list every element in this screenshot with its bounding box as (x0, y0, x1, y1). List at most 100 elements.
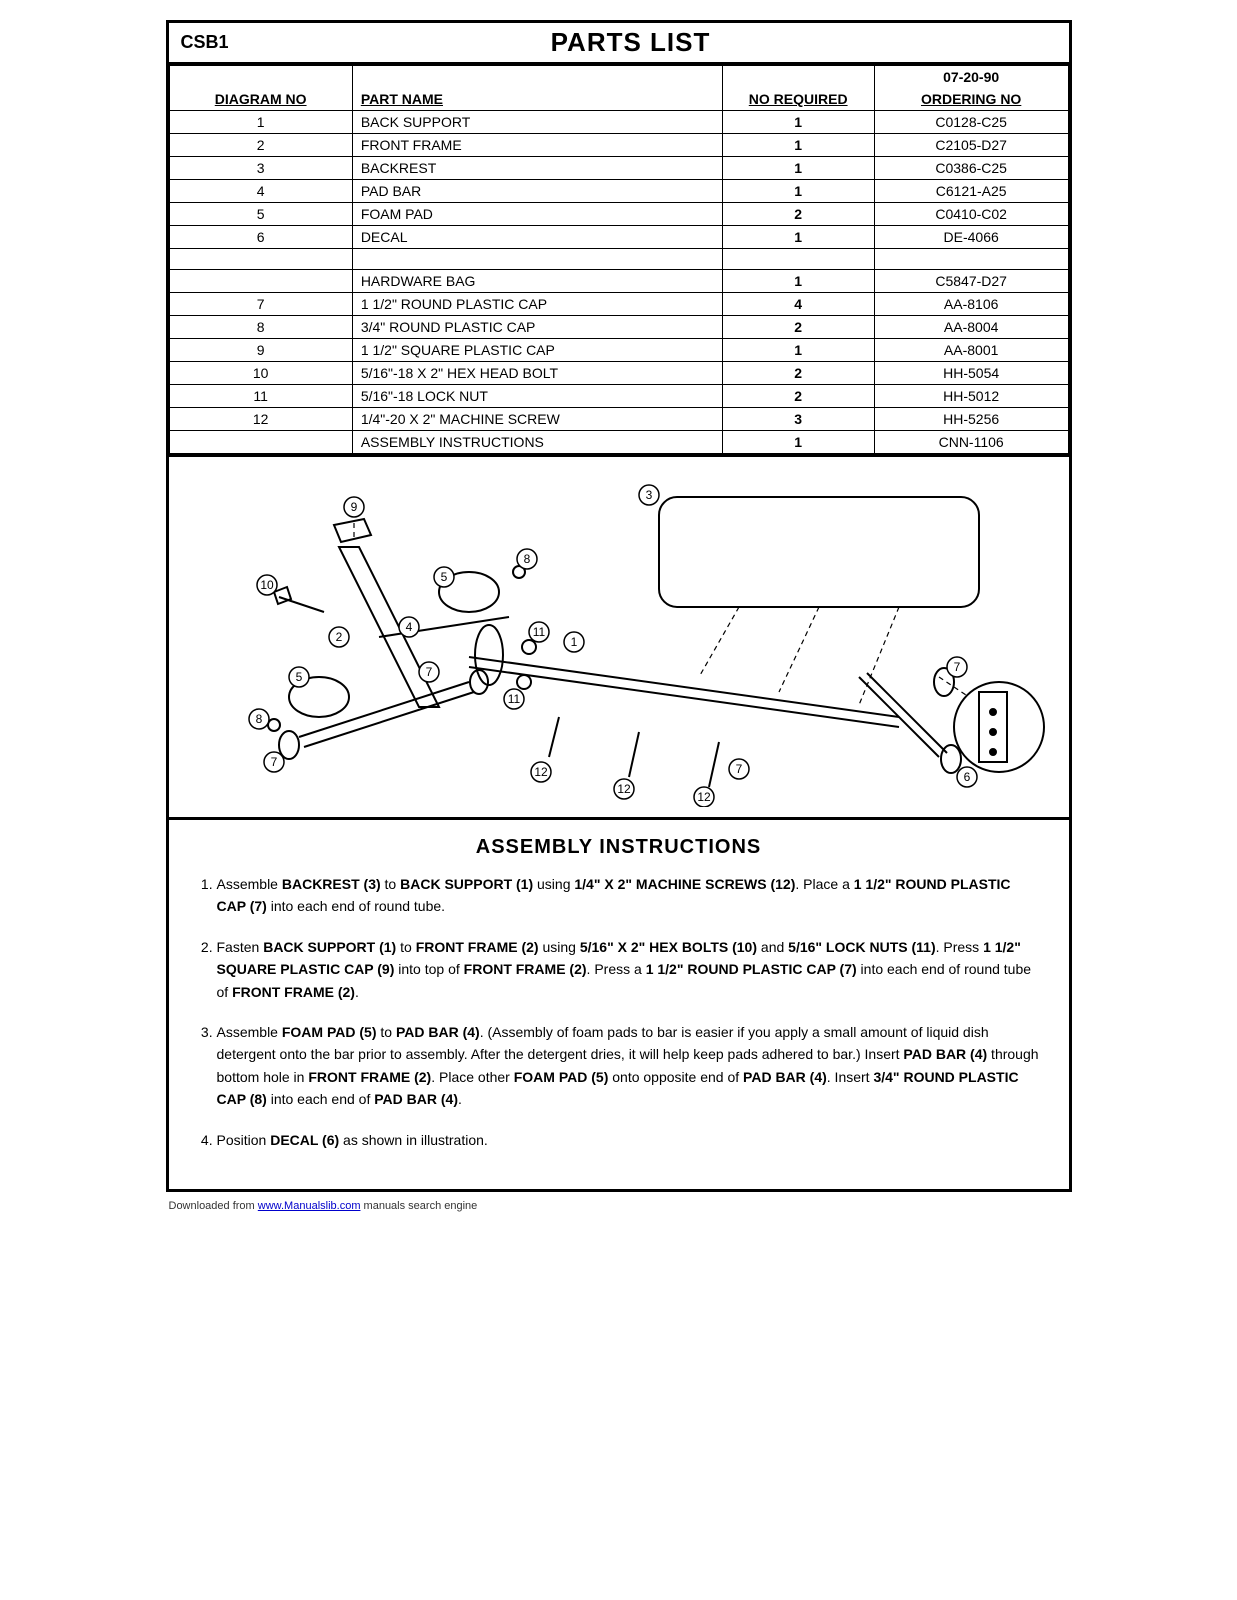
cell: 8 (169, 316, 352, 339)
footer-link[interactable]: www.Manualslib.com (258, 1200, 361, 1212)
table-row: 6DECAL1DE-4066 (169, 226, 1068, 249)
cell: ASSEMBLY INSTRUCTIONS (352, 431, 722, 454)
table-row: ASSEMBLY INSTRUCTIONS1CNN-1106 (169, 431, 1068, 454)
cell (874, 249, 1068, 270)
cell: DE-4066 (874, 226, 1068, 249)
cell (169, 249, 352, 270)
cell: BACKREST (352, 157, 722, 180)
table-row: 1BACK SUPPORT1C0128-C25 (169, 111, 1068, 134)
cell: 1/4"-20 X 2" MACHINE SCREW (352, 408, 722, 431)
col-ordering-no: ORDERING NO (874, 88, 1068, 111)
cell: 9 (169, 339, 352, 362)
cell: 1 (722, 157, 874, 180)
table-row: 71 1/2" ROUND PLASTIC CAP4AA-8106 (169, 293, 1068, 316)
cell: HH-5054 (874, 362, 1068, 385)
svg-text:6: 6 (963, 770, 970, 784)
table-row: HARDWARE BAG1C5847-D27 (169, 270, 1068, 293)
cell: C0386-C25 (874, 157, 1068, 180)
cell: C0410-C02 (874, 203, 1068, 226)
svg-text:10: 10 (260, 578, 274, 592)
cell: 7 (169, 293, 352, 316)
parts-table: DIAGRAM NO PART NAME NO REQUIRED 07-20-9… (169, 65, 1069, 454)
cell: 1 (169, 111, 352, 134)
cell: 1 (722, 134, 874, 157)
svg-text:1: 1 (570, 635, 577, 649)
svg-text:11: 11 (532, 625, 545, 639)
cell (352, 249, 722, 270)
cell: 3/4" ROUND PLASTIC CAP (352, 316, 722, 339)
cell: AA-8001 (874, 339, 1068, 362)
cell: 4 (169, 180, 352, 203)
footer-suffix: manuals search engine (360, 1200, 477, 1212)
cell: 10 (169, 362, 352, 385)
cell: C0128-C25 (874, 111, 1068, 134)
svg-text:8: 8 (523, 552, 530, 566)
cell: 12 (169, 408, 352, 431)
cell: FOAM PAD (352, 203, 722, 226)
header-date: 07-20-90 (874, 66, 1068, 89)
svg-text:9: 9 (350, 500, 357, 514)
page-title: PARTS LIST (373, 23, 889, 62)
cell: 1 (722, 180, 874, 203)
cell: CNN-1106 (874, 431, 1068, 454)
table-row: 91 1/2" SQUARE PLASTIC CAP1AA-8001 (169, 339, 1068, 362)
cell (169, 270, 352, 293)
instructions-section: ASSEMBLY INSTRUCTIONS Assemble BACKREST … (169, 820, 1069, 1189)
cell: PAD BAR (352, 180, 722, 203)
svg-text:12: 12 (697, 790, 711, 804)
svg-text:3: 3 (645, 488, 652, 502)
cell: 1 (722, 339, 874, 362)
cell: 1 1/2" ROUND PLASTIC CAP (352, 293, 722, 316)
cell: 2 (169, 134, 352, 157)
table-row: 4PAD BAR1C6121-A25 (169, 180, 1068, 203)
svg-text:12: 12 (534, 765, 548, 779)
table-row: 121/4"-20 X 2" MACHINE SCREW3HH-5256 (169, 408, 1068, 431)
cell: 1 (722, 226, 874, 249)
cell (169, 431, 352, 454)
cell: 3 (169, 157, 352, 180)
cell: 1 (722, 431, 874, 454)
cell: 2 (722, 385, 874, 408)
footer: Downloaded from www.Manualslib.com manua… (169, 1200, 1069, 1212)
cell (722, 249, 874, 270)
table-row: 83/4" ROUND PLASTIC CAP2AA-8004 (169, 316, 1068, 339)
cell: AA-8106 (874, 293, 1068, 316)
table-row: 2FRONT FRAME1C2105-D27 (169, 134, 1068, 157)
col-part-name: PART NAME (352, 66, 722, 111)
instruction-step: Assemble FOAM PAD (5) to PAD BAR (4). (A… (217, 1021, 1041, 1111)
exploded-diagram: 98351042111571187121212776 (169, 454, 1069, 820)
svg-text:7: 7 (735, 762, 742, 776)
table-row (169, 249, 1068, 270)
table-row: 3BACKREST1C0386-C25 (169, 157, 1068, 180)
cell: HARDWARE BAG (352, 270, 722, 293)
instruction-step: Fasten BACK SUPPORT (1) to FRONT FRAME (… (217, 936, 1041, 1003)
svg-text:5: 5 (440, 570, 447, 584)
svg-text:7: 7 (270, 755, 277, 769)
svg-text:4: 4 (405, 620, 412, 634)
cell: 2 (722, 203, 874, 226)
cell: BACK SUPPORT (352, 111, 722, 134)
cell: C5847-D27 (874, 270, 1068, 293)
cell: AA-8004 (874, 316, 1068, 339)
instruction-step: Position DECAL (6) as shown in illustrat… (217, 1129, 1041, 1151)
instruction-step: Assemble BACKREST (3) to BACK SUPPORT (1… (217, 873, 1041, 918)
cell: DECAL (352, 226, 722, 249)
cell: 11 (169, 385, 352, 408)
cell: 2 (722, 362, 874, 385)
svg-text:12: 12 (617, 782, 631, 796)
cell: FRONT FRAME (352, 134, 722, 157)
cell: 3 (722, 408, 874, 431)
svg-text:2: 2 (335, 630, 342, 644)
cell: 1 (722, 270, 874, 293)
cell: C2105-D27 (874, 134, 1068, 157)
col-diagram-no: DIAGRAM NO (169, 66, 352, 111)
cell: 4 (722, 293, 874, 316)
table-row: 105/16"-18 X 2" HEX HEAD BOLT2HH-5054 (169, 362, 1068, 385)
cell: 6 (169, 226, 352, 249)
cell: 1 1/2" SQUARE PLASTIC CAP (352, 339, 722, 362)
cell: 2 (722, 316, 874, 339)
table-row: 115/16"-18 LOCK NUT2HH-5012 (169, 385, 1068, 408)
col-no-required: NO REQUIRED (722, 66, 874, 111)
cell: HH-5256 (874, 408, 1068, 431)
cell: 1 (722, 111, 874, 134)
